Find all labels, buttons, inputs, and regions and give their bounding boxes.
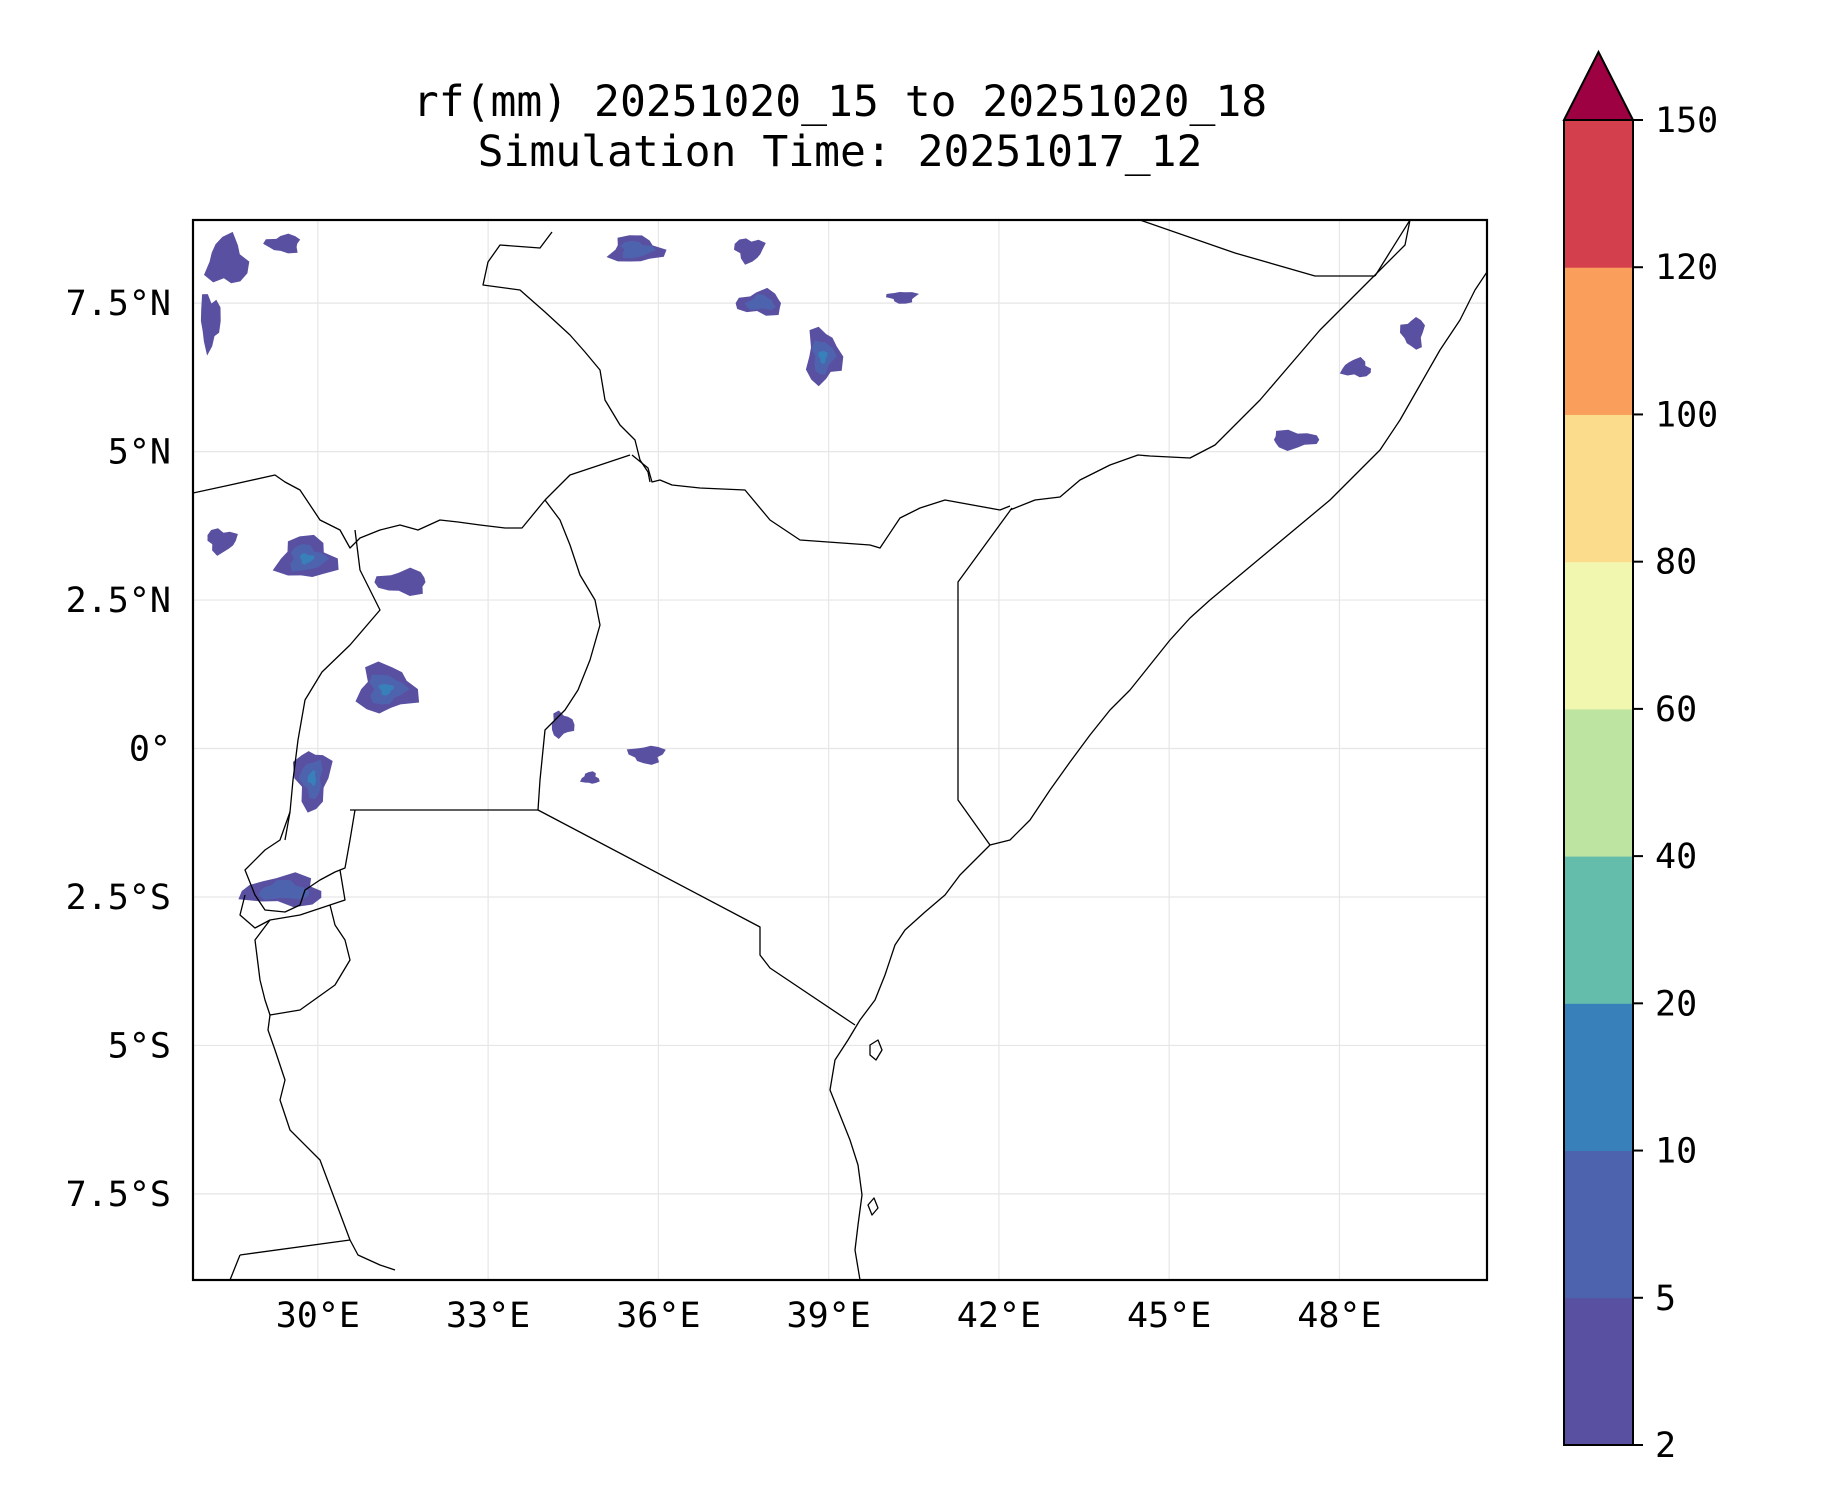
colorbar-tick-label: 80 bbox=[1655, 543, 1697, 583]
colorbar-segment bbox=[1564, 1150, 1633, 1299]
x-tick-label: 36°E bbox=[616, 1296, 700, 1336]
y-tick-label: 5°S bbox=[108, 1026, 171, 1066]
border-kenya-somalia bbox=[957, 507, 1013, 846]
colorbar-tick-label: 5 bbox=[1655, 1279, 1676, 1319]
rain-contour-level-0 bbox=[374, 567, 426, 596]
colorbar-tick-label: 20 bbox=[1655, 984, 1697, 1024]
y-tick-label: 0° bbox=[129, 730, 171, 770]
x-tick-label: 45°E bbox=[1127, 1296, 1211, 1336]
rain-contour-level-1 bbox=[620, 240, 657, 259]
rain-contour-level-0 bbox=[580, 771, 600, 784]
rain-contour-level-2 bbox=[378, 683, 394, 696]
rain-contour-level-0 bbox=[1339, 357, 1371, 378]
y-tick-label: 7.5°S bbox=[66, 1175, 171, 1215]
colorbar-tick-label: 40 bbox=[1655, 837, 1697, 877]
rain-contour-level-0 bbox=[886, 292, 919, 304]
border-kenya-tanzania bbox=[537, 809, 856, 1026]
colorbar-extend-arrow bbox=[1562, 49, 1635, 121]
x-tick-label: 30°E bbox=[276, 1296, 360, 1336]
colorbar-segment bbox=[1564, 120, 1633, 268]
y-tick-label: 7.5°N bbox=[66, 284, 171, 324]
border-tanzania-malawi bbox=[229, 1254, 241, 1280]
border-tanzania-west bbox=[254, 904, 351, 1016]
colorbar-segment bbox=[1564, 856, 1633, 1004]
border-ethiopia-eritrea-east bbox=[1139, 220, 1375, 277]
rain-contour-level-1 bbox=[745, 294, 776, 311]
rain-contour-level-0 bbox=[734, 238, 766, 265]
rain-contour-level-1 bbox=[258, 880, 310, 900]
colorbar-tick-label: 60 bbox=[1655, 690, 1697, 730]
rain-contour-level-0 bbox=[200, 294, 221, 356]
title-line-1: rf(mm) 20251020_15 to 20251020_18 bbox=[412, 77, 1268, 127]
rain-contour-level-2 bbox=[818, 351, 828, 364]
colorbar-segment bbox=[1564, 1297, 1633, 1446]
x-tick-label: 48°E bbox=[1297, 1296, 1381, 1336]
colorbar-segment bbox=[1564, 267, 1633, 415]
title-line-2: Simulation Time: 20251017_12 bbox=[477, 127, 1203, 177]
border-somaliland bbox=[1374, 220, 1411, 277]
colorbar-segment bbox=[1564, 561, 1633, 710]
rain-contour-level-0 bbox=[551, 710, 575, 739]
rain-contour-level-0 bbox=[204, 231, 250, 284]
rainfall-contours bbox=[200, 231, 1425, 908]
border-south-sudan-uganda bbox=[193, 474, 546, 549]
colorbar-tick-label: 120 bbox=[1655, 248, 1718, 288]
colorbar-segment bbox=[1564, 708, 1633, 857]
colorbar-tick-label: 10 bbox=[1655, 1132, 1697, 1172]
map-frame bbox=[191, 218, 1489, 1282]
x-tick-label: 42°E bbox=[957, 1296, 1041, 1336]
border-south-sudan-ethiopia bbox=[482, 231, 651, 483]
x-tick-label: 33°E bbox=[446, 1296, 530, 1336]
coastline-east-africa bbox=[829, 271, 1487, 1280]
y-tick-label: 2.5°N bbox=[66, 581, 171, 621]
border-ethiopia-somalia bbox=[1009, 220, 1411, 511]
colorbar-tick-label: 100 bbox=[1655, 395, 1718, 435]
rain-contour-level-0 bbox=[263, 233, 301, 254]
colorbar: 2 5 10 20 40 60 80 100 120 150 bbox=[1562, 49, 1718, 1466]
border-burundi bbox=[239, 869, 346, 929]
y-tick-label: 2.5°S bbox=[66, 878, 171, 918]
gridlines bbox=[193, 220, 1487, 1280]
rain-contour-level-2 bbox=[299, 553, 315, 565]
border-uganda-kenya bbox=[537, 499, 601, 811]
rain-contour-level-0 bbox=[207, 528, 238, 556]
border-lake-tanganyika bbox=[267, 1014, 396, 1271]
x-axis-ticks: 30°E 33°E 36°E 39°E 42°E 45°E 48°E bbox=[276, 1296, 1382, 1336]
border-tanzania-zambia bbox=[239, 1239, 351, 1256]
border-sudan-south-sudan-east bbox=[544, 454, 631, 501]
x-tick-label: 39°E bbox=[787, 1296, 871, 1336]
colorbar-outline bbox=[1563, 120, 1634, 1446]
island-mafia bbox=[867, 1197, 879, 1216]
colorbar-tick-label: 2 bbox=[1655, 1426, 1676, 1466]
colorbar-tick-label: 150 bbox=[1655, 101, 1718, 141]
rain-contour-level-0 bbox=[1400, 317, 1425, 350]
rain-contour-level-0 bbox=[1273, 429, 1320, 451]
colorbar-segment bbox=[1564, 1003, 1633, 1152]
border-ethiopia-kenya bbox=[631, 454, 1011, 549]
island-zanzibar bbox=[869, 1039, 883, 1061]
rain-contour-level-2 bbox=[307, 769, 316, 787]
colorbar-segment bbox=[1564, 414, 1633, 563]
y-tick-label: 5°N bbox=[108, 433, 171, 473]
border-drc-uganda bbox=[284, 529, 381, 841]
y-axis-ticks: 7.5°N 5°N 2.5°N 0° 2.5°S 5°S 7.5°S bbox=[66, 284, 171, 1215]
rain-contour-level-0 bbox=[626, 745, 666, 765]
border-rwanda bbox=[244, 809, 356, 913]
country-borders bbox=[193, 220, 1487, 1280]
